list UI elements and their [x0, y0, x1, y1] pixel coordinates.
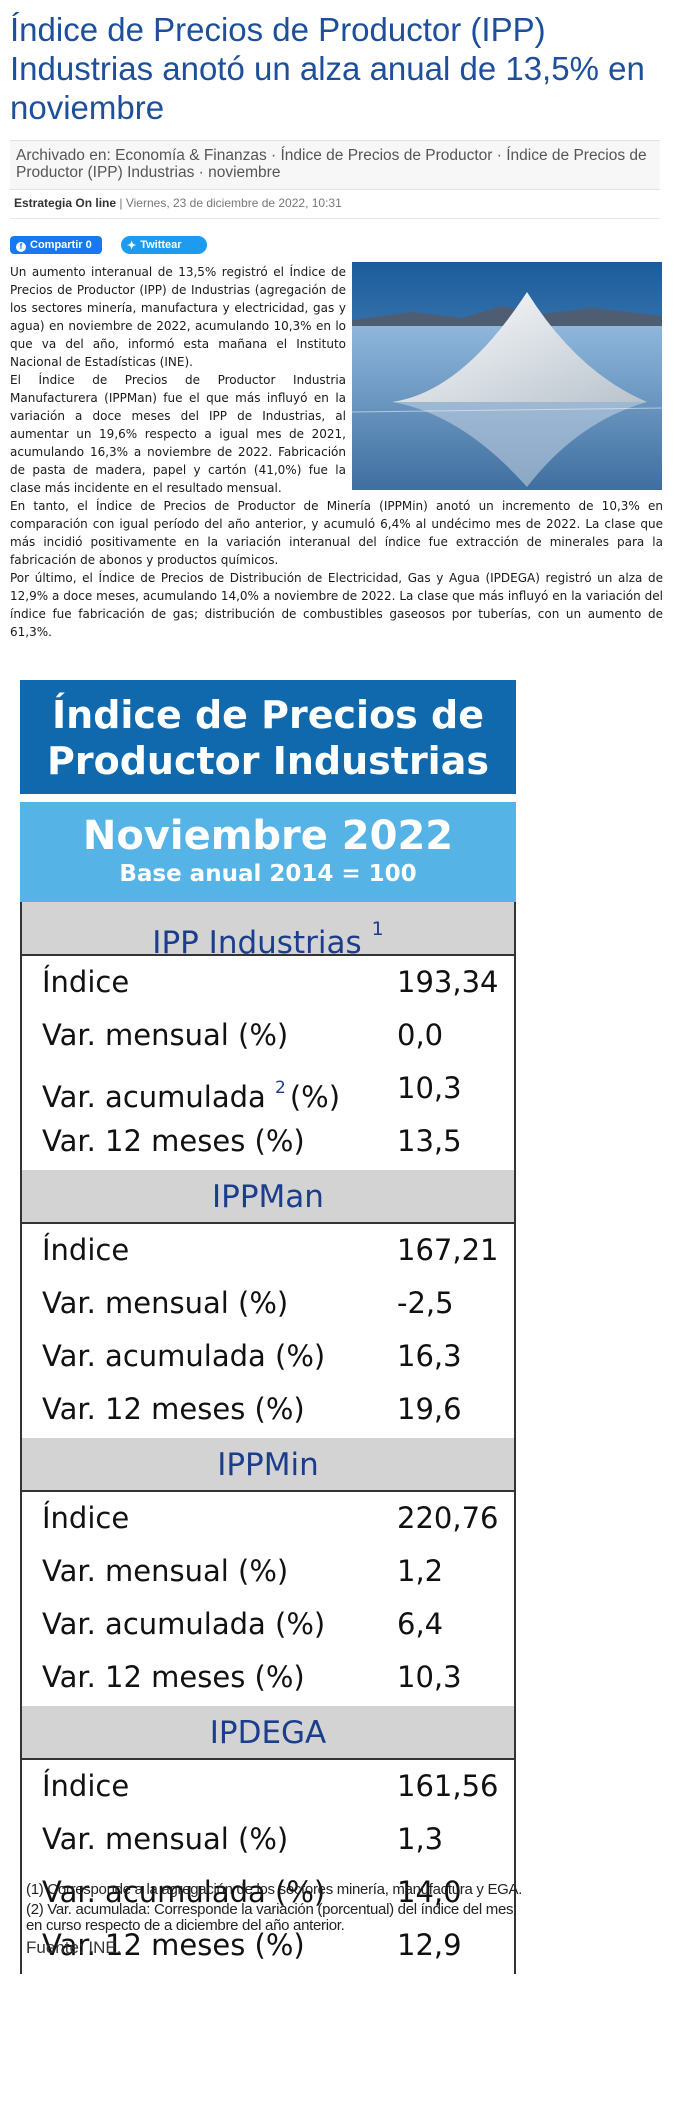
- section-header: IPP Industrias 1: [22, 902, 514, 961]
- infographic-title-line1: Índice de Precios de: [52, 693, 484, 737]
- index-table: IPP Industrias 1 Índice 193,34 Var. mensua…: [20, 902, 516, 1974]
- row-label: Índice: [42, 965, 130, 999]
- row-value: 10,3: [397, 1071, 462, 1105]
- row-value: -2,5: [397, 1286, 454, 1320]
- footnote-marker: 2: [275, 1078, 286, 1098]
- row-label: Var. 12 meses (%): [42, 1928, 305, 1962]
- row-value: 14,0: [397, 1875, 462, 1909]
- archived-tag-list[interactable]: Economía & Finanzas · Índice de Precios …: [16, 147, 647, 181]
- article-title: Índice de Precios de Productor (IPP) Ind…: [10, 11, 645, 126]
- row-label: Var. 12 meses (%): [42, 1392, 305, 1426]
- table-row: Var. 12 meses (%) 13,5: [22, 1115, 514, 1168]
- table-row: Var. mensual (%) 1,3: [22, 1813, 514, 1866]
- article-body: Un aumento interanual de 13,5% registró …: [10, 263, 663, 641]
- twitter-bird-icon: ✦: [127, 240, 137, 252]
- section-ipp-industrias: IPP Industrias 1 Índice 193,34 Var. mensua…: [20, 902, 516, 1170]
- author[interactable]: Estrategia On line: [14, 196, 117, 210]
- row-value: 0,0: [397, 1018, 444, 1052]
- publish-date: Viernes, 23 de diciembre de 2022, 10:31: [125, 196, 342, 210]
- infographic-month: Noviembre 2022: [82, 813, 454, 859]
- table-row: Índice 167,21: [22, 1224, 514, 1277]
- infographic-title: Índice de Precios de Productor Industria…: [20, 680, 516, 794]
- row-label: Var. mensual (%): [42, 1822, 289, 1856]
- row-label: Var. acumulada (%): [42, 1875, 326, 1909]
- row-value: 1,2: [397, 1554, 444, 1588]
- row-label: Índice: [42, 1769, 130, 1803]
- table-row: Var. 12 meses (%) 19,6: [22, 1383, 514, 1436]
- infographic-period: Noviembre 2022 Base anual 2014 = 100: [20, 802, 516, 902]
- row-label: Var. acumulada (%): [42, 1339, 326, 1373]
- row-value: 10,3: [397, 1660, 462, 1694]
- row-label-with-note: Var. acumulada 2 (%): [42, 1062, 340, 1124]
- row-label: Var. mensual (%): [42, 1018, 289, 1052]
- table-row: Var. mensual (%) 0,0: [22, 1009, 514, 1062]
- paragraph-1: Un aumento interanual de 13,5% registró …: [10, 265, 346, 369]
- table-row: Índice 193,34: [22, 956, 514, 1009]
- byline-separator: |: [119, 196, 123, 210]
- row-label: Var. 12 meses (%): [42, 1660, 305, 1694]
- row-label: Var. 12 meses (%): [42, 1124, 305, 1158]
- salt-flat-photo: [352, 262, 662, 490]
- row-value: 220,76: [397, 1501, 499, 1535]
- table-row: Var. 12 meses (%) 12,9: [22, 1919, 514, 1972]
- infographic-base: Base anual 2014 = 100: [119, 861, 417, 887]
- twitter-share-label: Twittear: [140, 239, 182, 251]
- paragraph-3: En tanto, el Índice de Precios de Produc…: [10, 499, 663, 567]
- section-header: IPPMin: [22, 1438, 514, 1492]
- facebook-share-button[interactable]: f Compartir 0: [10, 236, 102, 254]
- paragraph-2: El Índice de Precios de Productor Indust…: [10, 373, 346, 495]
- row-value: 12,9: [397, 1928, 462, 1962]
- row-label: Var. mensual (%): [42, 1286, 289, 1320]
- section-header: IPPMan: [22, 1170, 514, 1224]
- table-row: Var. acumulada (%) 16,3: [22, 1330, 514, 1383]
- twitter-share-button[interactable]: ✦ Twittear: [121, 236, 207, 254]
- row-value: 1,3: [397, 1822, 444, 1856]
- row-value: 19,6: [397, 1392, 462, 1426]
- divider: [10, 218, 660, 219]
- row-value: 167,21: [397, 1233, 499, 1267]
- source-note: Fuente: INE.: [26, 1938, 122, 1957]
- ipp-infographic: Índice de Precios de Productor Industria…: [16, 680, 522, 1974]
- tags-box: Archivado en: Economía & Finanzas · Índi…: [10, 140, 660, 190]
- table-row: Var. acumulada 2 (%) 10,3: [22, 1062, 514, 1115]
- infographic-title-line2: Productor Industrias: [47, 739, 489, 783]
- row-label: Var. acumulada: [42, 1080, 266, 1114]
- infographic-footnotes: (1) Corresponde a la agregación de los s…: [26, 1882, 526, 1958]
- facebook-share-label: Compartir 0: [30, 239, 92, 251]
- table-row: Var. acumulada (%) 14,0: [22, 1866, 514, 1919]
- footnote-2: (2) Var. acumulada: Corresponde la varia…: [26, 1901, 514, 1934]
- row-value: 6,4: [397, 1607, 444, 1641]
- row-label-suffix: (%): [289, 1080, 341, 1114]
- section-header: IPDEGA: [22, 1706, 514, 1760]
- facebook-icon: f: [16, 242, 26, 252]
- section-ippmin: IPPMin Índice 220,76 Var. mensual (%) 1,2 …: [20, 1438, 516, 1706]
- row-value: 13,5: [397, 1124, 462, 1158]
- table-row: Índice 161,56: [22, 1760, 514, 1813]
- archived-tags: Archivado en: Economía & Finanzas · Índi…: [16, 147, 656, 181]
- section-ippman: IPPMan Índice 167,21 Var. mensual (%) -2,5…: [20, 1170, 516, 1438]
- table-row: Var. 12 meses (%) 10,3: [22, 1651, 514, 1704]
- paragraph-4: Por último, el Índice de Precios de Dist…: [10, 571, 663, 639]
- row-label: Var. acumulada (%): [42, 1607, 326, 1641]
- footnote-marker: 1: [371, 918, 384, 940]
- section-ipdega: IPDEGA Índice 161,56 Var. mensual (%) 1,3 …: [20, 1706, 516, 1974]
- row-value: 161,56: [397, 1769, 499, 1803]
- byline: Estrategia On line | Viernes, 23 de dici…: [14, 196, 342, 210]
- archived-label: Archivado en:: [16, 147, 111, 164]
- row-label: Índice: [42, 1501, 130, 1535]
- table-row: Var. mensual (%) 1,2: [22, 1545, 514, 1598]
- row-value: 193,34: [397, 965, 499, 999]
- row-label: Índice: [42, 1233, 130, 1267]
- table-row: Var. acumulada (%) 6,4: [22, 1598, 514, 1651]
- row-value: 16,3: [397, 1339, 462, 1373]
- row-label: Var. mensual (%): [42, 1554, 289, 1588]
- footnote-1: (1) Corresponde a la agregación de los s…: [26, 1881, 523, 1898]
- section-name: IPP Industrias: [152, 925, 362, 961]
- table-row: Índice 220,76: [22, 1492, 514, 1545]
- table-row: Var. mensual (%) -2,5: [22, 1277, 514, 1330]
